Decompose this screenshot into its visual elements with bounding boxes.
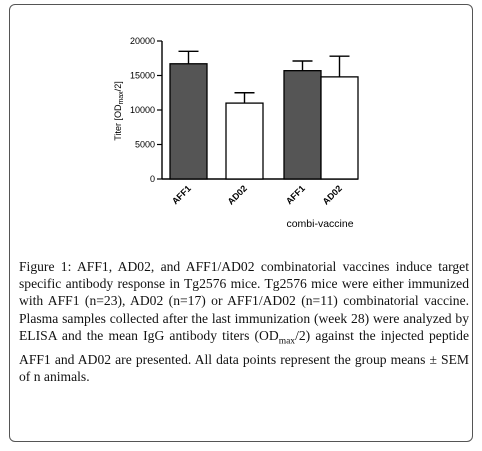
bar-aff1-1 <box>169 63 208 180</box>
caption-subscript: max <box>278 336 296 347</box>
bar-aff1-3 <box>283 70 322 180</box>
category-label: AD02 <box>226 183 249 206</box>
y-tick-label: 0 <box>150 174 155 184</box>
y-axis-label: Titer [ODmax/2] <box>113 81 125 140</box>
y-tick-label: 5000 <box>135 140 155 150</box>
category-label: AFF1 <box>170 183 193 206</box>
caption-text-2: /2) against the injected peptide AFF1 an… <box>19 327 470 384</box>
y-tick-label: 20000 <box>130 36 155 46</box>
y-tick-label: 15000 <box>130 71 155 81</box>
labels: 0 5000 10000 15000 20000 Titer [ODmax/2] AFF1 A… <box>113 36 354 230</box>
figure-frame <box>9 4 473 442</box>
bar-chart: 0 5000 10000 15000 20000 Titer [ODmax/2] AFF1 A… <box>113 36 359 230</box>
bar-ad02-2 <box>225 102 264 180</box>
figure-caption: Figure 1: AFF1, AD02, and AFF1/AD02 comb… <box>19 258 469 385</box>
bars <box>169 50 359 180</box>
bar-ad02-4 <box>320 76 359 180</box>
group-label: combi-vaccine <box>286 218 353 230</box>
caption-text-1: AFF1, AD02, and AFF1/AD02 combinatorial … <box>19 259 469 343</box>
category-label: AD02 <box>321 183 344 206</box>
y-tick-label: 10000 <box>130 105 155 115</box>
category-label: AFF1 <box>284 183 307 206</box>
caption-lead: Figure 1: <box>19 259 72 274</box>
